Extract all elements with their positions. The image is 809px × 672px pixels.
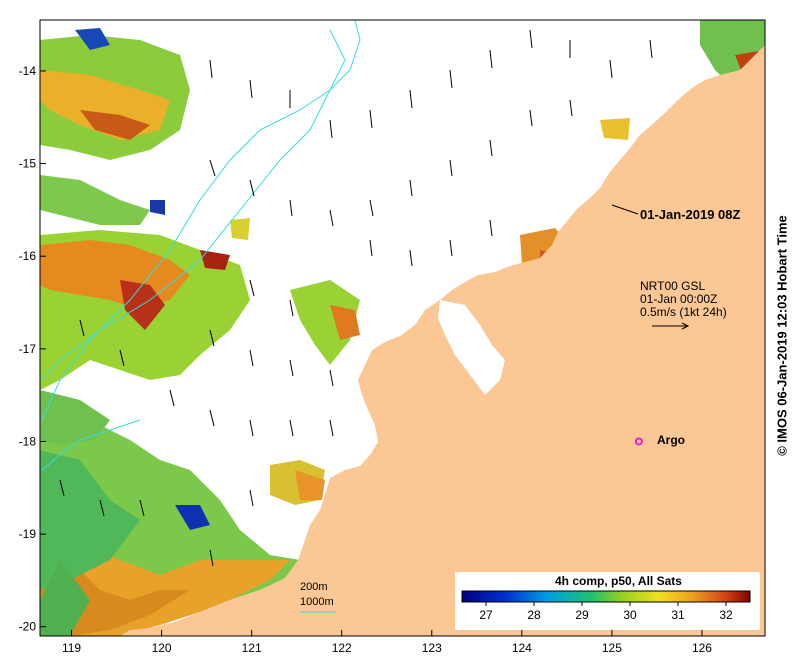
y-tick-label: -19	[19, 527, 37, 541]
colorbar-title: 4h comp, p50, All Sats	[555, 574, 682, 588]
colorbar-tick-label: 32	[719, 608, 733, 622]
current-source-line1: NRT00 GSL	[640, 279, 705, 293]
current-source-line2: 01-Jan 00:00Z	[640, 292, 717, 306]
x-tick-label: 121	[242, 641, 262, 655]
x-tick-label: 119	[62, 641, 81, 655]
y-tick-label: -20	[19, 620, 37, 634]
x-tick-label: 125	[602, 641, 622, 655]
copyright-text: © IMOS 06-Jan-2019 12:03 Hobart Time	[774, 215, 790, 456]
bathymetry-contours	[41, 20, 361, 471]
y-axis: -14 -15 -16 -17 -18 -19 -20	[19, 64, 46, 634]
x-tick-label: 124	[512, 641, 532, 655]
y-tick-label: -17	[19, 342, 37, 356]
x-tick-label: 126	[692, 641, 712, 655]
x-tick-label: 122	[332, 641, 352, 655]
colorbar-tick-label: 29	[575, 608, 589, 622]
colorbar-tick-label: 27	[479, 608, 493, 622]
colorbar-tick-label: 28	[527, 608, 541, 622]
colorbar-tick-label: 30	[623, 608, 637, 622]
plot-frame	[39, 19, 766, 637]
contour-legend-1000m: 1000m	[300, 596, 334, 608]
y-tick-label: -14	[19, 64, 37, 78]
colorbar: 4h comp, p50, All Sats 27 28 29 30 31 32	[455, 572, 760, 630]
date-pointer	[611, 204, 639, 215]
y-tick-label: -15	[19, 157, 37, 171]
current-vectors	[59, 29, 653, 567]
x-tick-label: 120	[152, 641, 172, 655]
colorbar-gradient	[461, 590, 751, 603]
y-tick-label: -18	[19, 434, 37, 448]
contour-legend-200m: 200m	[300, 581, 328, 593]
y-tick-label: -16	[19, 249, 37, 263]
current-source-line3: 0.5m/s (1kt 24h)	[640, 305, 727, 319]
argo-float-marker: Argo	[634, 433, 685, 447]
x-tick-label: 123	[422, 641, 442, 655]
x-axis: 119 120 121 122 123 124 125 126	[62, 630, 712, 655]
argo-label: Argo	[657, 433, 685, 447]
scale-arrow-icon	[652, 322, 690, 330]
colorbar-tick-label: 31	[671, 608, 685, 622]
date-label: 01-Jan-2019 08Z	[640, 207, 741, 222]
